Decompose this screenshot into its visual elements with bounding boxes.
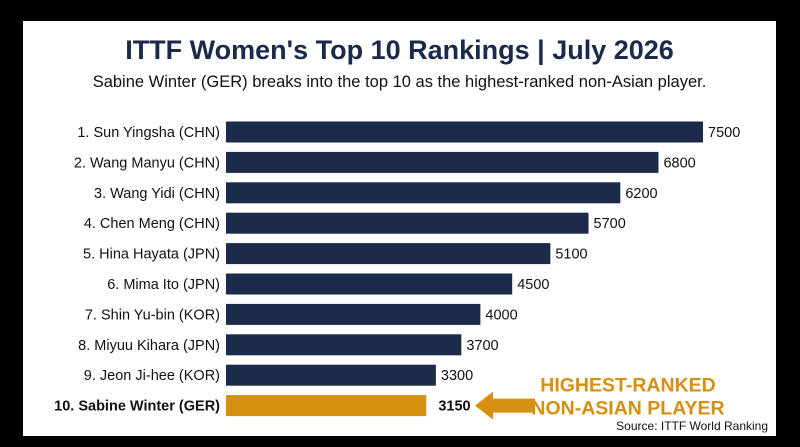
bar (226, 182, 621, 204)
chart-subtitle: Sabine Winter (GER) breaks into the top … (92, 73, 707, 91)
data-label: 4000 (485, 307, 517, 323)
bar (226, 303, 481, 325)
chart-frame: ITTF Women's Top 10 Rankings | July 2026… (23, 21, 776, 436)
category-label: 5. Hina Hayata (JPN) (83, 247, 220, 263)
data-label: 4500 (517, 277, 549, 293)
bar (226, 273, 513, 295)
source-note: Source: ITTF World Ranking (616, 419, 768, 433)
category-label: 10. Sabine Winter (GER) (54, 399, 220, 415)
category-label: 6. Mima Ito (JPN) (107, 277, 220, 293)
data-label: 5100 (555, 247, 587, 263)
category-label: 4. Chen Meng (CHN) (84, 216, 220, 232)
bar (226, 334, 462, 356)
callout-line-2: NON-ASIAN PLAYER (531, 398, 724, 420)
bar (226, 151, 659, 173)
category-label: 1. Sun Yingsha (CHN) (77, 125, 220, 141)
category-label: 9. Jeon Ji-hee (KOR) (84, 368, 220, 384)
bar-chart: 1. Sun Yingsha (CHN) 7500 2. Wang Manyu (C… (54, 121, 740, 420)
data-label: 3700 (466, 338, 498, 354)
category-label: 3. Wang Yidi (CHN) (94, 186, 220, 202)
category-label: 8. Miyuu Kihara (JPN) (78, 338, 220, 354)
bar (226, 121, 703, 143)
category-label: 2. Wang Manyu (CHN) (74, 155, 220, 171)
category-label: 7. Shin Yu-bin (KOR) (85, 307, 220, 323)
bar (226, 212, 589, 234)
bar (226, 364, 436, 386)
left-arrow-icon (475, 391, 535, 420)
data-label: 5700 (594, 216, 626, 232)
chart-title: ITTF Women's Top 10 Rankings | July 2026 (125, 35, 674, 65)
data-label: 3150 (438, 399, 470, 415)
data-label: 7500 (708, 125, 740, 141)
bar-highlight (226, 395, 427, 417)
data-label: 3300 (441, 368, 473, 384)
callout-line-1: HIGHEST-RANKED (540, 375, 716, 397)
data-label: 6800 (663, 155, 695, 171)
bar (226, 243, 551, 265)
data-label: 6200 (625, 186, 657, 202)
